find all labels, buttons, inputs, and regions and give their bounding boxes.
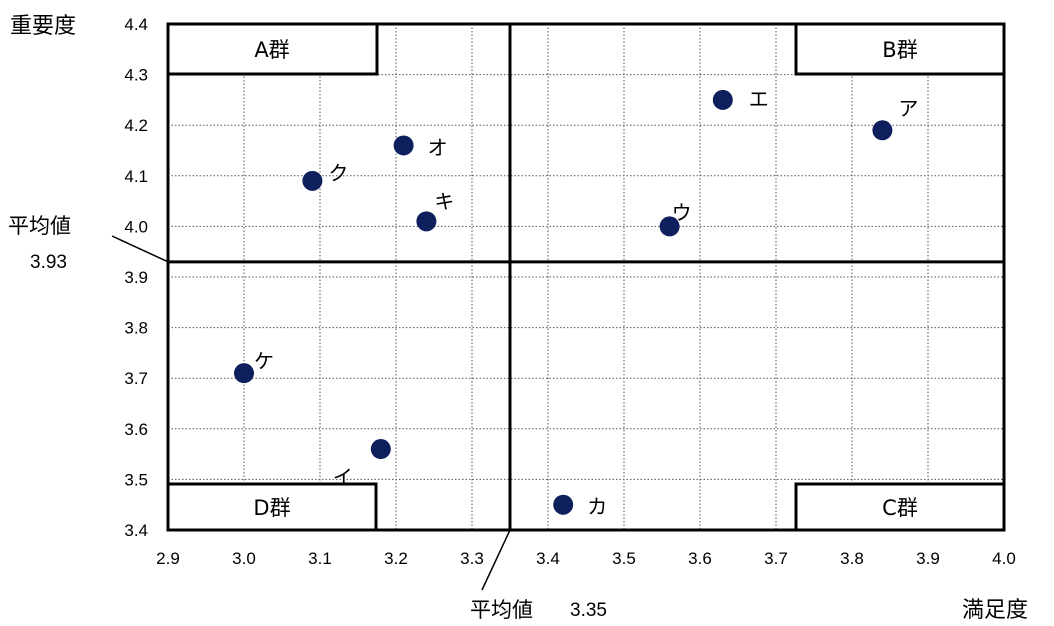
x-tick-label: 3.6 — [688, 549, 712, 568]
y-tick-label: 4.1 — [124, 167, 148, 186]
x-tick-label: 4.0 — [992, 549, 1016, 568]
point-label: カ — [587, 495, 607, 519]
group-d-box: D群 — [166, 482, 378, 532]
data-point — [659, 216, 680, 237]
data-point — [553, 494, 574, 515]
group-a-label: A群 — [254, 38, 289, 62]
x-tick-label: 3.9 — [916, 549, 940, 568]
x-tick-label: 3.5 — [612, 549, 636, 568]
group-c-label: C群 — [882, 496, 918, 520]
data-point — [302, 170, 323, 191]
grid-lines — [167, 23, 1005, 531]
y-tick-labels: 3.4 3.5 3.6 3.7 3.8 3.9 4.0 4.1 4.2 4.3 4.4 — [124, 15, 148, 540]
x-tick-label: 3.0 — [232, 549, 256, 568]
point-label: ク — [328, 161, 348, 185]
point-label: イ — [333, 465, 353, 489]
y-tick-label: 4.0 — [124, 217, 148, 236]
point-label: エ — [749, 87, 769, 111]
data-point — [370, 439, 391, 460]
y-tick-label: 4.3 — [124, 66, 148, 85]
group-a-box: A群 — [166, 22, 379, 76]
x-tick-label: 3.3 — [460, 549, 484, 568]
point-label: ア — [898, 96, 918, 120]
data-point — [234, 363, 254, 384]
x-tick-label: 3.7 — [764, 549, 788, 568]
y-tick-label: 3.8 — [124, 319, 148, 338]
point-label: ウ — [672, 200, 692, 224]
x-tick-label: 3.8 — [840, 549, 864, 568]
x-tick-label: 2.9 — [156, 549, 180, 568]
group-b-label: B群 — [882, 38, 917, 62]
x-axis-title: 満足度 — [962, 598, 1028, 623]
y-tick-label: 3.4 — [124, 521, 148, 540]
point-label: ケ — [254, 349, 274, 373]
y-tick-label: 3.9 — [124, 268, 148, 287]
y-tick-label: 3.5 — [124, 470, 148, 489]
y-axis-title: 重要度 — [10, 14, 76, 39]
mean-y-label: 平均値 — [8, 214, 71, 238]
point-label: キ — [434, 189, 454, 213]
y-tick-label: 3.7 — [124, 369, 148, 388]
x-tick-label: 3.4 — [536, 549, 560, 568]
mean-y-value: 3.93 — [30, 252, 67, 273]
data-point — [872, 120, 893, 141]
x-tick-label: 3.2 — [384, 549, 408, 568]
y-tick-label: 4.4 — [124, 15, 148, 34]
data-point — [712, 89, 733, 110]
group-b-box: B群 — [794, 22, 1006, 76]
y-tick-label: 3.6 — [124, 420, 148, 439]
y-tick-label: 4.2 — [124, 116, 148, 135]
mean-x-value: 3.35 — [570, 600, 607, 621]
plot-frame — [166, 22, 1006, 532]
data-point — [393, 135, 414, 156]
mean-y-leader-line — [111, 235, 169, 263]
point-label: オ — [428, 135, 448, 159]
x-tick-labels: 2.9 3.0 3.1 3.2 3.3 3.4 3.5 3.6 3.7 3.8 3.9 4.0 — [156, 549, 1016, 568]
mean-x-leader-line — [481, 529, 511, 591]
data-points: アイ ウ エオカ キ クケ — [234, 87, 918, 519]
group-d-label: D群 — [253, 496, 290, 520]
group-c-box: C群 — [794, 482, 1006, 532]
data-point — [416, 211, 437, 232]
mean-x-label: 平均値 — [470, 598, 533, 622]
x-tick-label: 3.1 — [308, 549, 332, 568]
